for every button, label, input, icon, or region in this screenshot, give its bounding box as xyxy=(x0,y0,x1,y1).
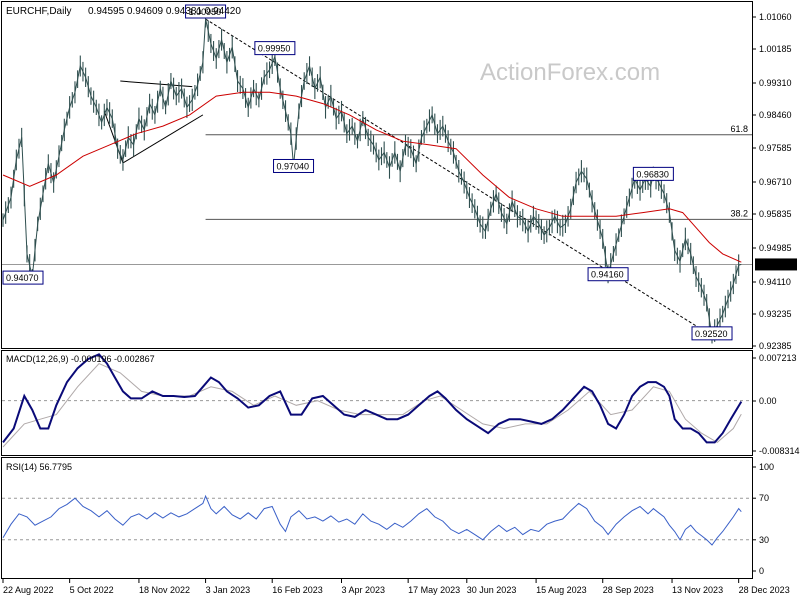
x-tick-label: 3 Jan 2023 xyxy=(206,585,251,595)
current-price-badge-label: 0.94420 xyxy=(758,259,791,269)
price-tick-label: 0.98460 xyxy=(759,110,792,120)
rsi-tick-label: 30 xyxy=(759,535,769,545)
moving-average-series xyxy=(2,91,742,263)
price-tick-label: 0.96710 xyxy=(759,177,792,187)
current-price-badge xyxy=(755,258,797,271)
annotation-label: 0.99950 xyxy=(258,44,291,54)
rsi-tick-label: 0 xyxy=(759,566,764,576)
price-tick-label: 0.95835 xyxy=(759,209,792,219)
annotation-label: 0.96830 xyxy=(636,169,669,179)
x-tick-label: 13 Nov 2023 xyxy=(672,585,723,595)
annotation-label: 1.00950 xyxy=(189,7,222,17)
macd-layer xyxy=(2,353,752,448)
ohlc-label: 0.94595 0.94609 0.94381 0.94420 xyxy=(88,6,241,17)
annotation-label: 0.92520 xyxy=(695,329,728,339)
rsi-tick-label: 100 xyxy=(759,462,774,472)
macd-tick-label: 0.007213 xyxy=(759,353,797,363)
x-tick-label: 5 Oct 2022 xyxy=(70,585,114,595)
price-tick-label: 1.00185 xyxy=(759,44,792,54)
annotation-box xyxy=(254,41,296,56)
rsi-panel-frame xyxy=(1,457,753,579)
annotation-box xyxy=(273,158,315,173)
trendline-0 xyxy=(205,18,713,337)
rsi-layer xyxy=(2,494,752,546)
macd-series xyxy=(2,353,743,444)
x-tick-label: 18 Nov 2022 xyxy=(139,585,190,595)
price-tick-label: 1.01060 xyxy=(759,12,792,22)
x-tick-label: 17 May 2023 xyxy=(408,585,460,595)
annotation-box xyxy=(185,4,227,19)
macd-tick-label: -0.008314 xyxy=(759,446,800,456)
x-tick-label: 28 Dec 2023 xyxy=(739,585,790,595)
macd-tick-label: 0.00 xyxy=(759,396,777,406)
x-tick-label: 22 Aug 2022 xyxy=(3,585,54,595)
annotation-label: 0.97040 xyxy=(277,161,310,171)
price-tick-label: 0.97585 xyxy=(759,143,792,153)
fib-label-38.2: 38.2 xyxy=(730,208,748,218)
fib-label-61.8: 61.8 xyxy=(730,124,748,134)
trendline-1 xyxy=(120,80,193,88)
price-panel-frame xyxy=(1,1,753,349)
macd-signal-series xyxy=(2,362,742,448)
macd-panel-frame xyxy=(1,350,753,456)
rsi-tick-label: 70 xyxy=(759,493,769,503)
annotation-label: 0.94160 xyxy=(591,270,624,280)
axis-layer: 1.01060 1.00185 0.99310 0.98460 0.97585 0.967… xyxy=(2,12,800,595)
macd-label: MACD(12,26,9) -0.000196 -0.002867 xyxy=(6,354,155,364)
price-layer: 61.8 38.2 1.00950 0.99950 0.97040 0.94070 0.96… xyxy=(2,4,752,344)
x-tick-label: 3 Apr 2023 xyxy=(342,585,386,595)
annotation-box xyxy=(587,267,629,282)
x-tick-label: 30 Jun 2023 xyxy=(467,585,517,595)
price-tick-label: 0.92385 xyxy=(759,341,792,351)
price-tick-label: 0.93235 xyxy=(759,309,792,319)
x-tick-label: 16 Feb 2023 xyxy=(272,585,323,595)
watermark: ActionForex.com xyxy=(480,59,660,86)
x-tick-label: 15 Aug 2023 xyxy=(536,585,587,595)
annotation-box xyxy=(2,270,44,285)
trendline-2 xyxy=(122,114,204,164)
price-tick-label: 0.99310 xyxy=(759,78,792,88)
annotation-box xyxy=(632,166,674,181)
rsi-series xyxy=(2,494,742,546)
annotation-label: 0.94070 xyxy=(6,273,39,283)
x-tick-label: 28 Sep 2023 xyxy=(603,585,654,595)
price-series xyxy=(2,18,742,338)
price-tick-label: 0.94110 xyxy=(759,277,791,287)
rsi-label: RSI(14) 56.7795 xyxy=(6,462,72,472)
symbol-label: EURCHF,Daily xyxy=(6,6,72,17)
annotation-box xyxy=(691,326,733,341)
price-tick-label: 0.94985 xyxy=(759,243,792,253)
